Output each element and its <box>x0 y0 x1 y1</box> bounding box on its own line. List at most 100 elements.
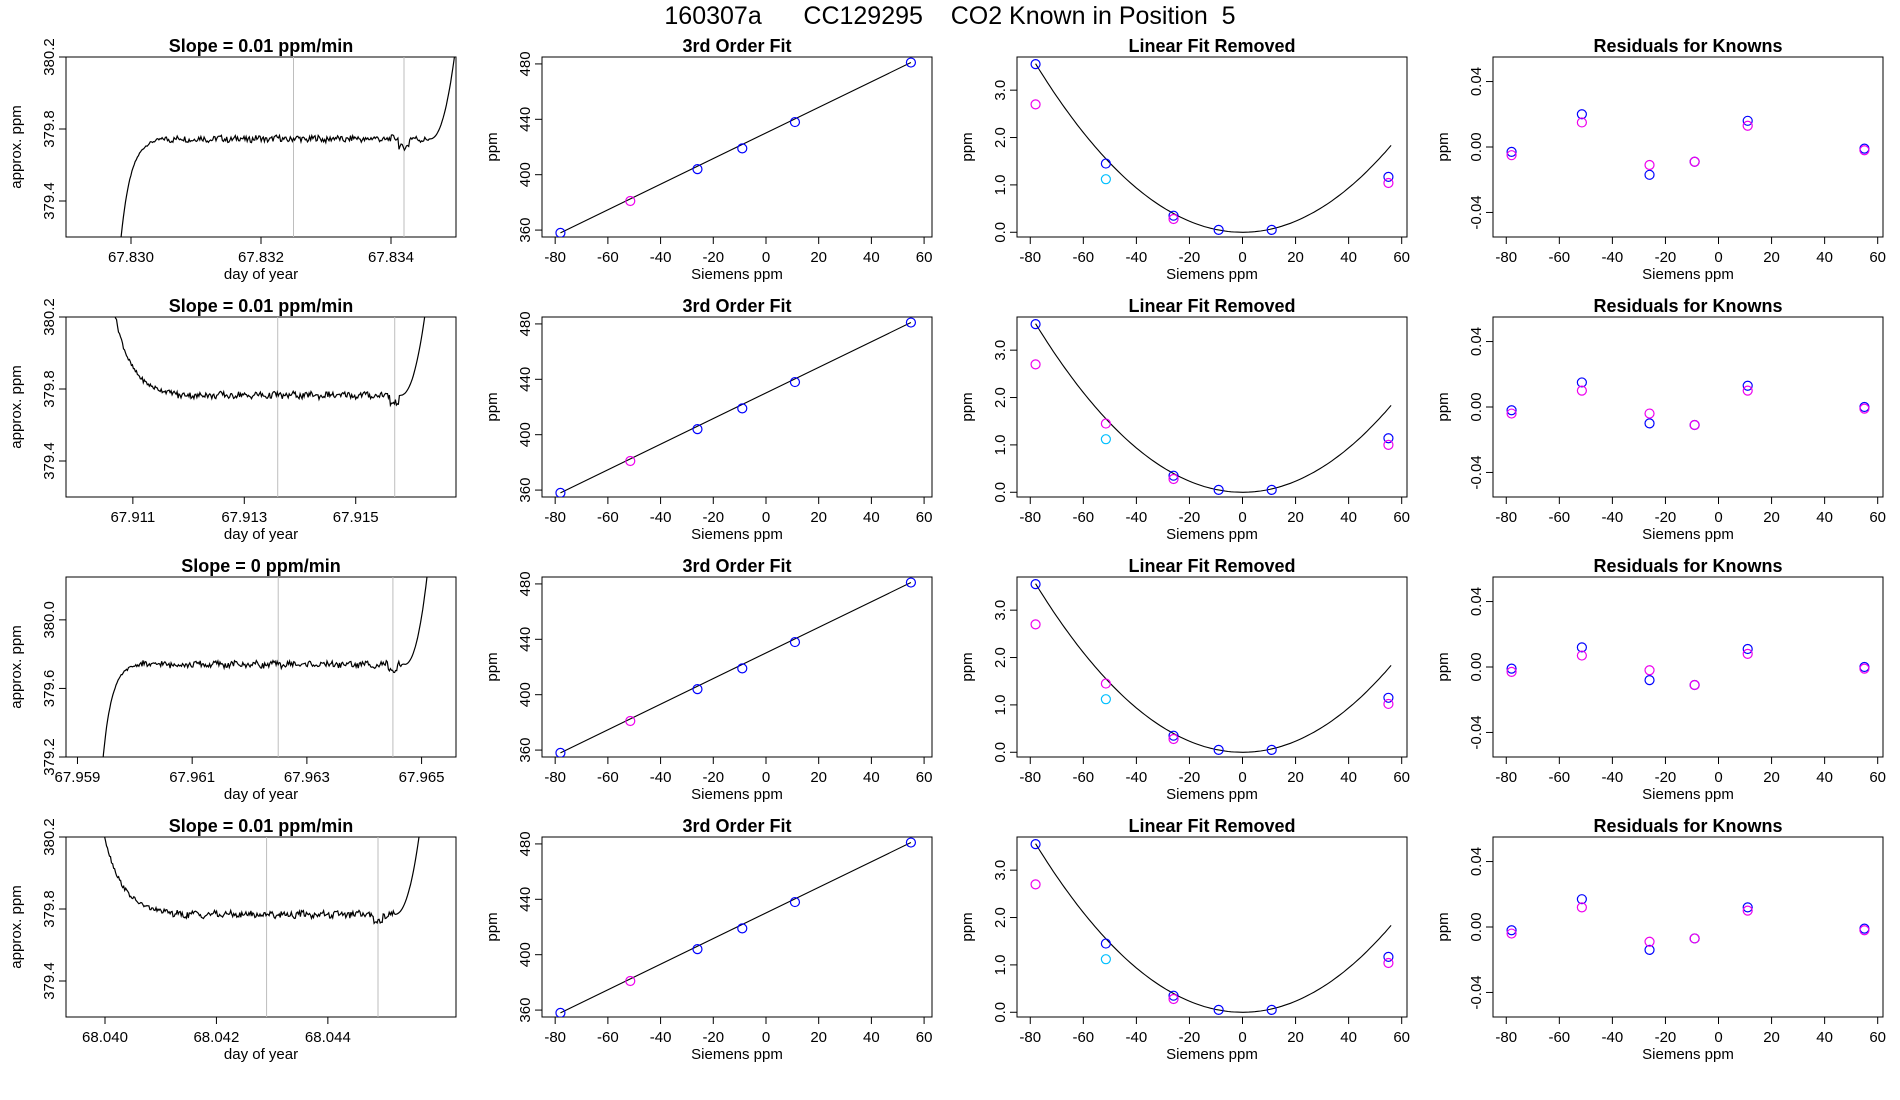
data-point <box>1689 679 1700 691</box>
concentration-trace <box>120 57 456 237</box>
y-tick-label: 480 <box>517 51 534 76</box>
fit-line <box>560 582 912 754</box>
y-axis-label: ppm <box>959 392 976 421</box>
plot-frame <box>1016 56 1408 238</box>
data-point <box>1576 902 1587 913</box>
y-axis-label: ppm <box>484 132 501 161</box>
data-point <box>625 975 636 987</box>
data-point <box>1100 418 1111 429</box>
data-point <box>1030 839 1041 850</box>
x-tick-label: -20 <box>1179 1029 1201 1046</box>
fit-curve <box>1035 63 1392 233</box>
y-axis-label: approx. ppm <box>8 365 25 448</box>
data-point <box>1576 642 1587 653</box>
data-point <box>1383 698 1394 710</box>
x-tick-label: -20 <box>702 509 724 526</box>
x-tick-label: 40 <box>863 249 880 266</box>
x-tick-label: -80 <box>544 769 566 786</box>
x-tick-label: 60 <box>1869 1029 1886 1046</box>
x-tick-label: -60 <box>1548 1029 1570 1046</box>
x-tick-label: -20 <box>1655 249 1677 266</box>
y-tick-label: 379.8 <box>41 370 58 408</box>
x-axis-label: Siemens ppm <box>691 1046 783 1063</box>
x-tick-label: -60 <box>597 1029 619 1046</box>
x-axis-label: Siemens ppm <box>691 786 783 803</box>
x-axis-label: day of year <box>224 1046 298 1063</box>
x-tick-label: 60 <box>1393 509 1410 526</box>
fit-line <box>560 322 912 494</box>
y-tick-label: 0.04 <box>1468 327 1485 356</box>
y-tick-label: -0.04 <box>1468 715 1485 749</box>
x-axis-label: Siemens ppm <box>1166 786 1258 803</box>
data-point <box>692 164 703 175</box>
panel-title: Slope = 0.01 ppm/min <box>169 36 354 56</box>
y-tick-label: 379.4 <box>41 962 58 1000</box>
x-tick-label: 20 <box>1763 249 1780 266</box>
data-point <box>1576 385 1587 396</box>
x-tick-label: -80 <box>544 509 566 526</box>
data-point <box>1383 957 1394 969</box>
data-point <box>692 684 703 695</box>
x-tick-label: -60 <box>1548 509 1570 526</box>
data-point <box>1100 678 1111 689</box>
x-tick-label: -60 <box>1548 769 1570 786</box>
plot-frame <box>1016 836 1408 1018</box>
y-tick-label: 2.0 <box>992 907 1009 928</box>
y-tick-label: 400 <box>517 682 534 707</box>
x-tick-label: -80 <box>1495 509 1517 526</box>
data-point <box>1383 171 1394 182</box>
data-point <box>1168 473 1179 485</box>
y-tick-label: 0.04 <box>1468 587 1485 616</box>
x-tick-label: 60 <box>1869 769 1886 786</box>
plot-frame <box>65 576 457 758</box>
x-tick-label: -40 <box>650 509 672 526</box>
data-point <box>1100 938 1111 949</box>
x-tick-label: 0 <box>1238 249 1246 266</box>
x-tick-label: -80 <box>1495 249 1517 266</box>
x-tick-label: -40 <box>650 1029 672 1046</box>
x-axis-label: Siemens ppm <box>1166 1046 1258 1063</box>
data-point <box>1266 744 1277 755</box>
x-tick-label: 0 <box>1714 509 1722 526</box>
panel-2-3: Residuals for Knowns -80 -60 -40 -20 0 20 40 60 -… <box>1435 556 1886 803</box>
panel-title: 3rd Order Fit <box>682 816 791 836</box>
y-tick-label: 379.8 <box>41 890 58 928</box>
data-point <box>1266 1004 1277 1015</box>
x-tick-label: 20 <box>1287 769 1304 786</box>
y-tick-label: -0.04 <box>1468 975 1485 1009</box>
x-tick-label: 0 <box>762 1029 770 1046</box>
concentration-trace <box>114 317 426 408</box>
data-point <box>737 923 748 934</box>
x-tick-label: -60 <box>597 769 619 786</box>
y-tick-label: 400 <box>517 942 534 967</box>
x-tick-label: 60 <box>1393 249 1410 266</box>
data-point <box>789 376 801 388</box>
x-tick-label: -40 <box>650 769 672 786</box>
panel-3-2: Linear Fit Removed -80 -60 -40 -20 0 20 40 60 0.0… <box>959 816 1410 1063</box>
data-point <box>1576 894 1587 905</box>
x-tick-label: 67.963 <box>284 769 330 786</box>
x-tick-label: 20 <box>810 1029 827 1046</box>
x-tick-label: 40 <box>863 509 880 526</box>
x-tick-label: 60 <box>916 509 933 526</box>
x-tick-label: 40 <box>1816 249 1833 266</box>
x-tick-label: 60 <box>916 1029 933 1046</box>
data-point <box>1030 99 1041 110</box>
plot-frame <box>541 316 933 498</box>
data-point <box>692 944 703 955</box>
x-tick-label: -20 <box>702 769 724 786</box>
y-axis-label: approx. ppm <box>8 625 25 708</box>
data-point <box>1168 213 1179 225</box>
panel-title: 3rd Order Fit <box>682 36 791 56</box>
x-tick-label: 60 <box>1393 769 1410 786</box>
y-tick-label: 0.04 <box>1468 67 1485 96</box>
panel-0-2: Linear Fit Removed -80 -60 -40 -20 0 20 40 60 0.0… <box>959 36 1410 283</box>
x-tick-label: 0 <box>1714 769 1722 786</box>
data-point <box>905 317 917 328</box>
data-point <box>1030 319 1041 330</box>
y-tick-label: 0.0 <box>992 1002 1009 1023</box>
data-point <box>555 487 566 497</box>
data-point <box>1742 905 1753 916</box>
data-point <box>1742 115 1753 126</box>
x-tick-label: 67.961 <box>169 769 215 786</box>
